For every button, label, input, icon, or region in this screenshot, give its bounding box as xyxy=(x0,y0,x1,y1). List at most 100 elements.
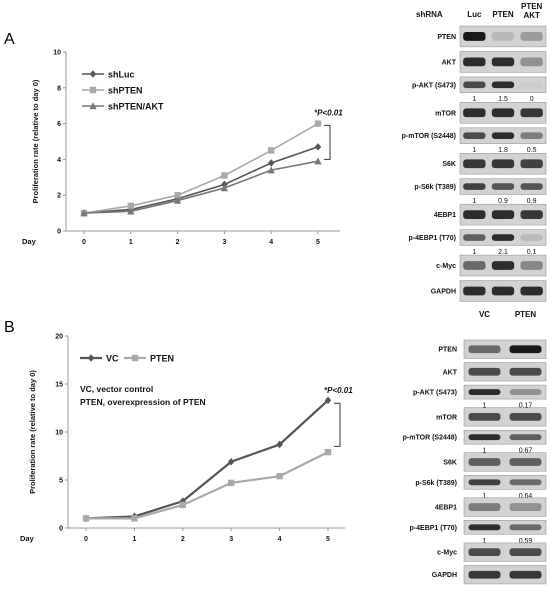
blot-strip xyxy=(463,565,547,585)
blot-band xyxy=(491,32,515,41)
blot-lane-label: VC xyxy=(479,310,490,319)
blot-row-label: c-Myc xyxy=(436,263,456,270)
significance-bracket xyxy=(324,124,331,160)
blot-band xyxy=(491,286,515,296)
blot-row-label: PTEN xyxy=(438,347,457,354)
blot-band xyxy=(509,458,542,466)
significance-bracket xyxy=(334,402,341,447)
panel-b-western-blot: VC PTEN PTEN AKT p-AKT (S473) 1 0.17 mTOR p-mTOR… xyxy=(403,310,547,585)
blot-quantification: 1 xyxy=(472,96,476,103)
blot-band xyxy=(468,479,501,486)
blot-band xyxy=(468,345,501,354)
blot-quantification: 1.8 xyxy=(498,147,508,154)
blot-band xyxy=(491,261,515,270)
y-tick-label: 5 xyxy=(59,478,63,485)
blot-band xyxy=(463,32,486,41)
blot-strip xyxy=(463,407,547,427)
blot-band xyxy=(509,367,542,376)
blot-row-label: p-4EBP1 (T70) xyxy=(410,525,457,532)
blot-strip xyxy=(463,520,547,535)
blot-quantification: 0.59 xyxy=(519,538,533,545)
blot-lane-label: PTEN AKT xyxy=(521,2,543,20)
blot-band xyxy=(468,524,501,531)
blot-band xyxy=(468,389,501,396)
blot-band xyxy=(520,286,543,296)
legend-marker xyxy=(89,70,97,78)
y-tick-label: 0 xyxy=(57,229,61,236)
blot-row-label: c-Myc xyxy=(437,550,457,557)
x-tick-label: 4 xyxy=(269,239,273,246)
x-tick-label: 3 xyxy=(222,239,226,246)
blot-row-label: p-mTOR (S2448) xyxy=(403,435,457,442)
blot-band xyxy=(463,234,486,241)
legend-label: shLuc xyxy=(108,70,135,80)
x-axis-label: Day xyxy=(20,534,35,543)
blot-quantification: 0.9 xyxy=(527,198,537,205)
x-tick-label: 4 xyxy=(278,536,282,543)
blot-band xyxy=(468,548,501,557)
data-point-1 xyxy=(82,515,90,522)
blot-row-label: p-mTOR (S2448) xyxy=(402,133,456,140)
legend-marker xyxy=(87,354,95,362)
blot-band xyxy=(463,132,486,140)
blot-quantification: 0.67 xyxy=(519,448,533,455)
x-tick-label: 1 xyxy=(129,239,133,246)
blot-row-label: p-AKT (S473) xyxy=(412,82,456,89)
blot-row-label: GAPDH xyxy=(432,572,457,579)
data-point-0 xyxy=(268,159,275,167)
data-point-1 xyxy=(276,472,283,480)
series-line-1 xyxy=(86,451,329,520)
blot-row-label: p-S6k (T389) xyxy=(414,184,456,191)
blot-row-label: mTOR xyxy=(435,110,456,117)
legend-label: VC xyxy=(106,354,119,364)
blot-row-label: p-4EBP1 (T70) xyxy=(409,235,456,242)
data-point-1 xyxy=(174,192,181,199)
blot-band xyxy=(468,434,501,441)
x-tick-label: 5 xyxy=(326,536,330,543)
legend-note: VC, vector control xyxy=(80,384,153,394)
data-point-2 xyxy=(127,207,135,215)
blot-band xyxy=(520,261,543,270)
blot-row-label: mTOR xyxy=(436,414,457,421)
data-point-0 xyxy=(314,143,322,151)
blot-band xyxy=(491,132,515,140)
y-tick-label: 4 xyxy=(57,157,61,164)
blot-strip xyxy=(463,452,547,472)
blot-row-label: S6K xyxy=(443,459,457,466)
data-point-1 xyxy=(179,501,186,509)
blot-row-label: AKT xyxy=(443,369,458,376)
blot-strip xyxy=(463,339,547,359)
blot-quantification: 1 xyxy=(483,403,487,410)
panel-a-letter: A xyxy=(4,31,15,48)
blot-quantification: 1 xyxy=(483,493,487,500)
blot-lane-label: PTEN xyxy=(515,310,537,319)
data-point-2 xyxy=(314,157,322,165)
blot-quantification: 1 xyxy=(472,249,476,256)
blot-band xyxy=(520,234,543,241)
legend-label: shPTEN xyxy=(108,86,143,96)
blot-band xyxy=(509,570,542,579)
y-tick-label: 6 xyxy=(57,121,61,128)
series-line-0 xyxy=(83,146,319,214)
blot-band xyxy=(520,159,543,169)
x-axis-label: Day xyxy=(22,237,37,246)
blot-quantification: 0.1 xyxy=(527,249,537,256)
blot-band xyxy=(463,183,486,190)
blot-band xyxy=(468,412,501,421)
significance-annotation: *P<0.01 xyxy=(314,108,343,117)
blot-band xyxy=(509,524,542,531)
blot-band xyxy=(491,108,515,118)
data-point-1 xyxy=(131,515,138,522)
data-point-0 xyxy=(276,440,283,449)
data-point-1 xyxy=(314,120,322,127)
blot-band xyxy=(463,81,486,89)
blot-band xyxy=(520,108,543,118)
x-tick-label: 0 xyxy=(82,239,86,246)
blot-band xyxy=(463,57,486,67)
blot-row-label: 4EBP1 xyxy=(435,505,457,512)
blot-band xyxy=(491,234,515,241)
blot-band xyxy=(520,183,543,190)
blot-band xyxy=(520,210,543,220)
x-tick-label: 1 xyxy=(132,536,136,543)
legend-label: PTEN xyxy=(150,354,174,364)
